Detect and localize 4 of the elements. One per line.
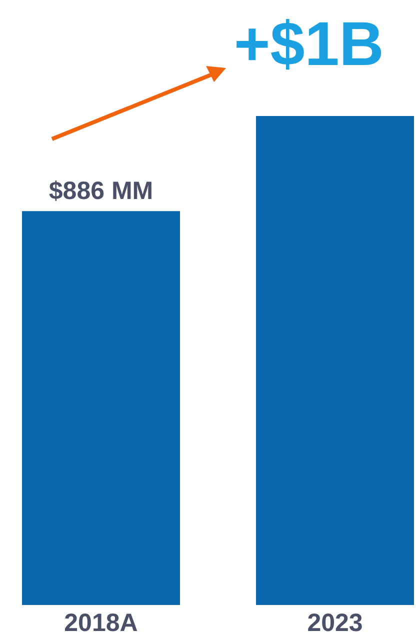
x-tick-label: 2023: [307, 608, 363, 637]
text: +$1B: [234, 10, 384, 80]
data-label: $886 MM: [48, 177, 154, 206]
x-tick-label: 2018A: [64, 608, 138, 637]
